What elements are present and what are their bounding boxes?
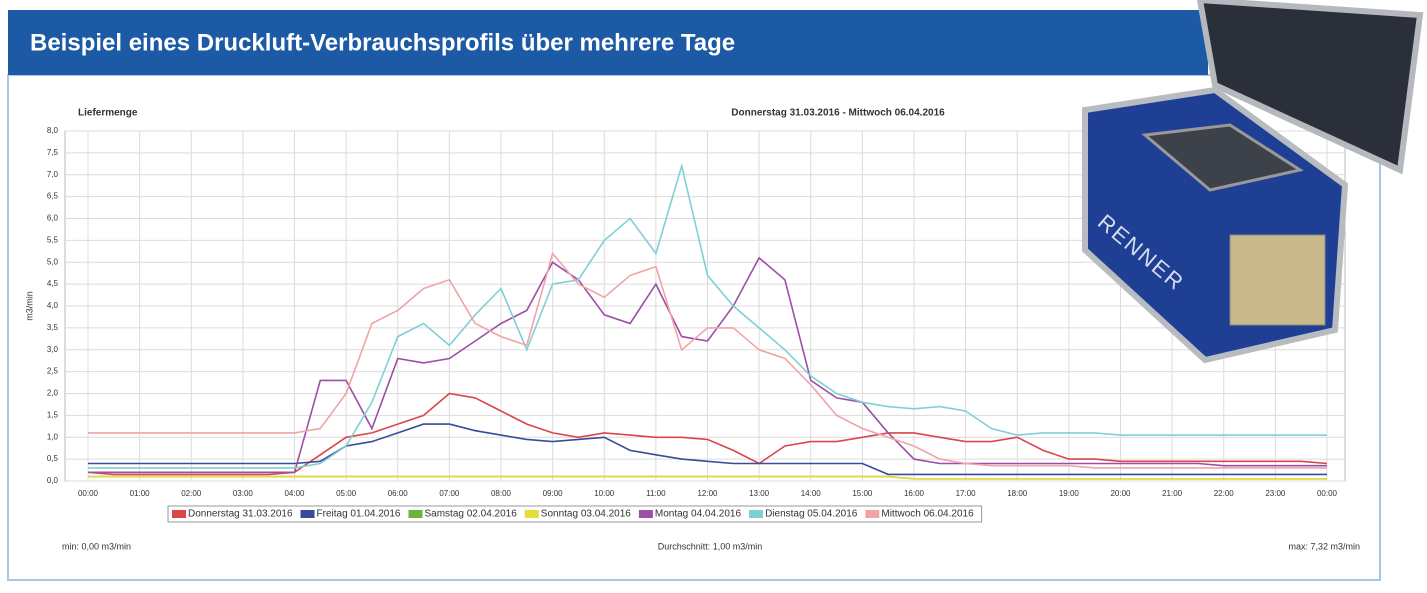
- x-tick-label: 11:00: [646, 489, 666, 498]
- legend-swatch: [639, 510, 653, 518]
- y-tick-label: 1,5: [47, 410, 59, 419]
- x-tick-label: 14:00: [801, 489, 822, 498]
- x-tick-label: 08:00: [491, 489, 512, 498]
- legend-swatch: [525, 510, 539, 518]
- legend-label: Donnerstag 31.03.2016: [188, 509, 293, 520]
- y-tick-label: 7,5: [47, 148, 59, 157]
- chart-subtitle: Donnerstag 31.03.2016 - Mittwoch 06.04.2…: [731, 108, 945, 119]
- legend-label: Dienstag 05.04.2016: [765, 509, 858, 520]
- legend-swatch: [865, 510, 879, 518]
- legend-label: Montag 04.04.2016: [655, 509, 742, 520]
- chart-title: Liefermenge: [78, 108, 138, 119]
- legend-swatch: [408, 510, 422, 518]
- y-tick-label: 0,5: [47, 454, 59, 463]
- y-tick-label: 5,5: [47, 235, 59, 244]
- x-tick-label: 01:00: [130, 489, 151, 498]
- x-tick-label: 10:00: [594, 489, 615, 498]
- device-connectors: [1230, 235, 1325, 325]
- x-tick-label: 12:00: [697, 489, 718, 498]
- x-tick-label: 20:00: [1110, 489, 1131, 498]
- legend-label: Sonntag 03.04.2016: [541, 509, 632, 520]
- x-tick-label: 13:00: [749, 489, 770, 498]
- x-tick-label: 21:00: [1162, 489, 1183, 498]
- legend-swatch: [172, 510, 186, 518]
- y-tick-label: 3,5: [47, 323, 59, 332]
- y-tick-label: 1,0: [47, 432, 59, 441]
- legend-swatch: [749, 510, 763, 518]
- x-tick-label: 23:00: [1265, 489, 1286, 498]
- y-tick-label: 3,0: [47, 345, 59, 354]
- x-tick-label: 15:00: [852, 489, 873, 498]
- legend-label: Freitag 01.04.2016: [317, 509, 401, 520]
- legend-swatch: [301, 510, 315, 518]
- x-tick-label: 09:00: [543, 489, 564, 498]
- x-tick-label: 04:00: [284, 489, 305, 498]
- legend-label: Mittwoch 06.04.2016: [881, 509, 974, 520]
- footer-min: min: 0,00 m3/min: [62, 541, 131, 551]
- footer-max: max: 7,32 m3/min: [1288, 541, 1360, 551]
- chart: Beispiel eines Druckluft-Verbrauchsprofi…: [0, 0, 1427, 588]
- y-tick-label: 6,0: [47, 214, 59, 223]
- x-tick-label: 19:00: [1059, 489, 1080, 498]
- x-tick-label: 17:00: [956, 489, 977, 498]
- y-tick-label: 7,0: [47, 170, 59, 179]
- x-tick-label: 03:00: [233, 489, 254, 498]
- x-tick-label: 18:00: [1007, 489, 1028, 498]
- legend: Donnerstag 31.03.2016 Freitag 01.04.2016 S…: [168, 506, 982, 522]
- y-tick-label: 6,5: [47, 192, 59, 201]
- x-tick-label: 00:00: [1317, 489, 1338, 498]
- x-tick-label: 06:00: [388, 489, 409, 498]
- x-tick-label: 02:00: [181, 489, 202, 498]
- page: Beispiel eines Druckluft-Verbrauchsprofi…: [0, 0, 1427, 588]
- y-axis-label: m3/min: [24, 291, 34, 321]
- legend-label: Samstag 02.04.2016: [424, 509, 517, 520]
- x-tick-label: 16:00: [904, 489, 925, 498]
- y-tick-label: 8,0: [47, 126, 59, 135]
- x-tick-label: 00:00: [78, 489, 99, 498]
- x-tick-label: 07:00: [439, 489, 460, 498]
- x-tick-label: 05:00: [336, 489, 357, 498]
- footer-mean: Durchschnitt: 1,00 m3/min: [658, 541, 763, 551]
- y-tick-label: 2,0: [47, 389, 59, 398]
- header-title: Beispiel eines Druckluft-Verbrauchsprofi…: [30, 29, 735, 56]
- y-tick-label: 0,0: [47, 476, 59, 485]
- y-tick-label: 5,0: [47, 257, 59, 266]
- x-tick-label: 22:00: [1214, 489, 1235, 498]
- y-tick-label: 2,5: [47, 367, 59, 376]
- y-tick-label: 4,5: [47, 279, 59, 288]
- y-tick-label: 4,0: [47, 301, 59, 310]
